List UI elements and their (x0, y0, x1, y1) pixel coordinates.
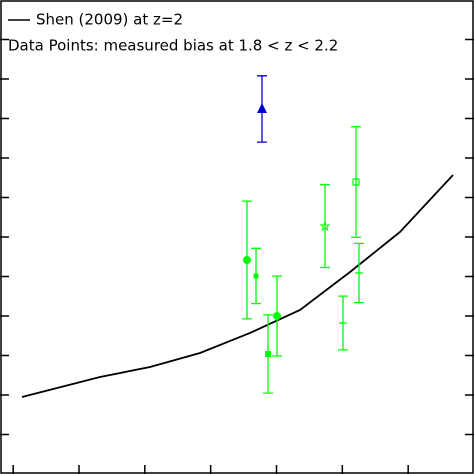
point (319, 220, 331, 232)
point (243, 255, 252, 264)
point (265, 350, 272, 357)
model-line (21, 174, 454, 398)
error-bar (351, 126, 362, 238)
legend-label: Shen (2009) at z=2 (36, 11, 183, 29)
point (257, 102, 268, 113)
legend-label: Data Points: measured bias at 1.8 < z < … (8, 37, 338, 55)
point (352, 178, 360, 186)
error-bar (320, 183, 331, 269)
point (273, 312, 282, 320)
point (253, 273, 259, 279)
